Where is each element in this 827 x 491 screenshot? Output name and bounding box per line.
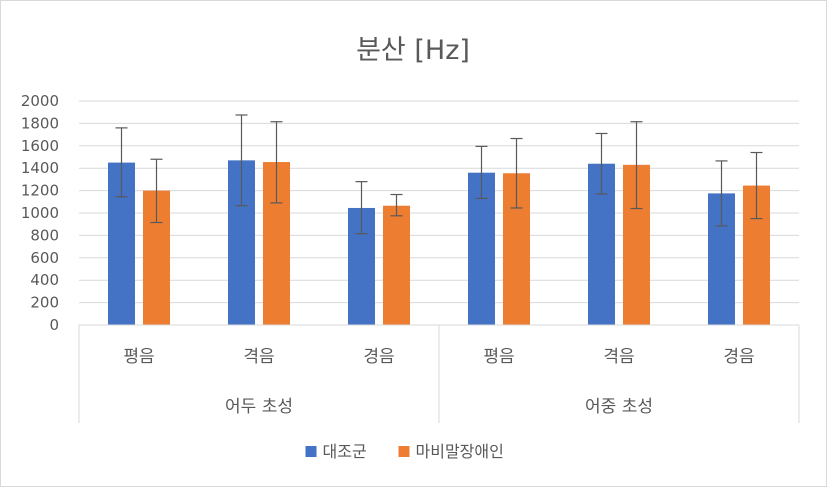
x-category-label: 경음	[363, 347, 394, 367]
legend: 대조군 마비말장애인	[305, 442, 504, 461]
y-tick-label: 1200	[21, 182, 59, 200]
y-axis-ticks: 0 200 400 600 800 1000 1200 1400 1600 1800 2000	[21, 92, 59, 334]
x-category-label: 격음	[603, 347, 634, 367]
y-tick-label: 2000	[21, 92, 59, 110]
y-tick-label: 400	[30, 271, 59, 289]
y-tick-label: 200	[30, 294, 59, 312]
y-tick-label: 1600	[21, 137, 59, 155]
x-category-label: 평음	[123, 347, 154, 367]
x-category-label: 격음	[243, 347, 274, 367]
x-category-label: 평음	[483, 347, 514, 367]
x-group-label: 어중 초성	[585, 397, 653, 417]
y-tick-label: 1400	[21, 159, 59, 177]
bar	[383, 205, 410, 325]
gridlines	[79, 100, 799, 326]
legend-swatch	[398, 446, 410, 457]
x-group-label: 어두 초성	[225, 397, 293, 417]
y-tick-label: 0	[49, 316, 59, 334]
y-tick-label: 1800	[21, 114, 59, 132]
legend-swatch	[305, 446, 317, 457]
chart-title: 분산 [Hz]	[356, 35, 470, 66]
y-tick-label: 600	[30, 249, 59, 267]
x-category-label: 경음	[723, 347, 754, 367]
y-tick-label: 800	[30, 226, 59, 244]
bars	[108, 160, 770, 325]
error-bars	[115, 114, 763, 235]
legend-label: 대조군	[323, 442, 367, 461]
legend-label: 마비말장애인	[416, 442, 504, 461]
y-tick-label: 1000	[21, 204, 59, 222]
